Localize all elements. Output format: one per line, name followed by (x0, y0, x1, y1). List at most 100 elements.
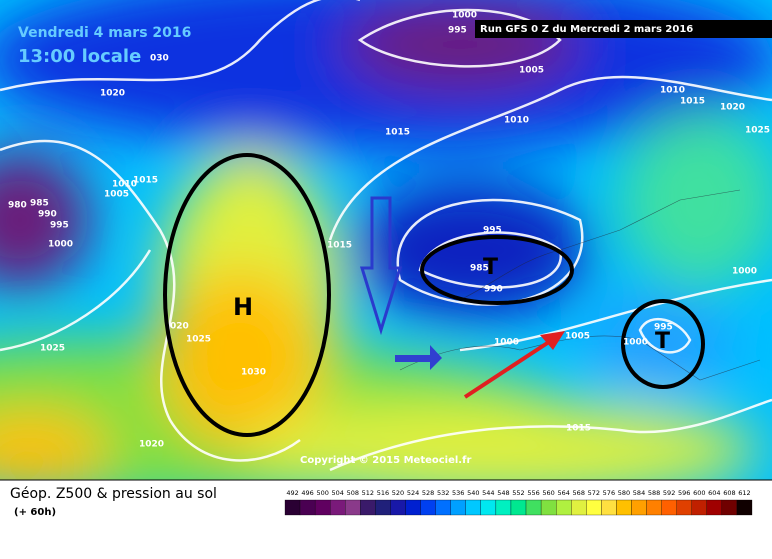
color-swatch (706, 499, 723, 516)
isobar-label: 1015 (566, 424, 591, 434)
isobar-label: 030 (150, 54, 169, 64)
isobar-label: 1005 (519, 66, 544, 76)
color-swatch (390, 499, 406, 516)
footer-title: Géop. Z500 & pression au sol (10, 486, 217, 502)
color-swatch (525, 499, 542, 516)
colorbar-tick-label: 600 (693, 489, 705, 497)
isobar-label: 1030 (241, 368, 266, 378)
colorbar-tick-label: 552 (512, 489, 524, 497)
isobar-label: 1010 (660, 86, 685, 96)
colorbar-tick-label: 532 (437, 489, 449, 497)
date-label: Vendredi 4 mars 2016 (18, 25, 191, 41)
color-swatch (646, 499, 662, 516)
colorbar-tick-label: 580 (618, 489, 630, 497)
color-swatch (435, 499, 451, 516)
high-center: H (233, 293, 253, 321)
color-swatch (314, 499, 331, 516)
isobar-label: 1015 (680, 97, 705, 107)
color-swatch (330, 499, 346, 516)
colorbar-tick-label: 612 (738, 489, 750, 497)
isobar-label: 990 (484, 285, 503, 295)
isobar-label: 1005 (565, 332, 590, 342)
colorbar-tick-label: 492 (286, 489, 298, 497)
colorbar: 492 496 500 504 508 512 516 520 524 528 532 536 540 5… (284, 489, 753, 516)
colorbar-tick-label: 512 (362, 489, 374, 497)
color-swatch (631, 499, 647, 516)
color-swatch (345, 499, 361, 516)
colorbar-tick-label: 564 (557, 489, 569, 497)
color-swatch (601, 499, 617, 516)
color-swatch (450, 499, 466, 516)
colorbar-tick-label: 584 (633, 489, 645, 497)
colorbar-tick-label: 504 (332, 489, 344, 497)
colorbar-tick-label: 540 (467, 489, 479, 497)
isobar-label: 995 (654, 323, 673, 333)
isobar-label: 1025 (40, 344, 65, 354)
color-swatch (360, 499, 376, 516)
isobar-label: 1000 (48, 240, 73, 250)
color-swatch (736, 499, 753, 516)
colorbar-tick-label: 608 (723, 489, 735, 497)
colorbar-tick-label: 500 (316, 489, 328, 497)
colorbar-tick-label: 604 (708, 489, 720, 497)
colorbar-tick-label: 544 (482, 489, 494, 497)
colorbar-tick-label: 496 (301, 489, 313, 497)
colorbar-tick-label: 568 (573, 489, 585, 497)
low-center: T (655, 329, 670, 354)
color-swatch (465, 499, 481, 516)
colorbar-tick-label: 576 (603, 489, 615, 497)
isobar-label: 985 (470, 264, 489, 274)
color-swatch (661, 499, 677, 516)
isobar-label: 1025 (745, 126, 770, 136)
isobar-label: 995 (50, 221, 69, 231)
footer-lead: (+ 60h) (14, 507, 56, 518)
color-swatch (495, 499, 512, 516)
colorbar-tick-label: 548 (497, 489, 509, 497)
colorbar-tick-label: 560 (542, 489, 554, 497)
colorbar-tick-label: 528 (422, 489, 434, 497)
colorbar-tick-label: 516 (377, 489, 389, 497)
isobar-label: 1020 (720, 103, 745, 113)
colorbar-tick-label: 556 (527, 489, 539, 497)
color-swatch (586, 499, 602, 516)
colorbar-tick-label: 592 (663, 489, 675, 497)
color-swatch (510, 499, 527, 516)
color-swatch (405, 499, 421, 516)
color-swatch (721, 499, 738, 516)
isobar-label: 1015 (133, 176, 158, 186)
color-swatch (616, 499, 632, 516)
time-label: 13:00 locale (18, 46, 141, 67)
color-swatch (480, 499, 497, 516)
isobar-label: 1005 (104, 190, 129, 200)
run-label: Run GFS 0 Z du Mercredi 2 mars 2016 (480, 24, 693, 35)
isobar-label: 1015 (327, 241, 352, 251)
color-swatch (284, 499, 301, 516)
isobar-label: 1010 (112, 180, 137, 190)
map-field (0, 0, 772, 480)
color-swatch (571, 499, 587, 516)
isobar-label: 995 (448, 26, 467, 36)
colorbar-tick-label: 524 (407, 489, 419, 497)
low-center: T (483, 255, 498, 280)
isobar-label: 1010 (504, 116, 529, 126)
isobar-label: 1025 (186, 335, 211, 345)
colorbar-tick-label: 508 (347, 489, 359, 497)
color-swatch (299, 499, 316, 516)
isobar-label: 1020 (139, 440, 164, 450)
isobar-label: 1000 (623, 338, 648, 348)
copyright: Copyright © 2015 Meteociel.fr (300, 455, 471, 466)
color-swatch (420, 499, 436, 516)
isobar-label: 1000 (732, 267, 757, 277)
colorbar-tick-label: 572 (588, 489, 600, 497)
colorbar-tick-label: 520 (392, 489, 404, 497)
isobar-label: 1020 (100, 89, 125, 99)
color-swatch (375, 499, 391, 516)
colorbar-tick-label: 588 (648, 489, 660, 497)
color-swatch (676, 499, 692, 516)
isobar-label: 985 (30, 199, 49, 209)
isobar-label: 990 (38, 210, 57, 220)
colorbar-tick-label: 596 (678, 489, 690, 497)
isobar-label: 995 (483, 226, 502, 236)
